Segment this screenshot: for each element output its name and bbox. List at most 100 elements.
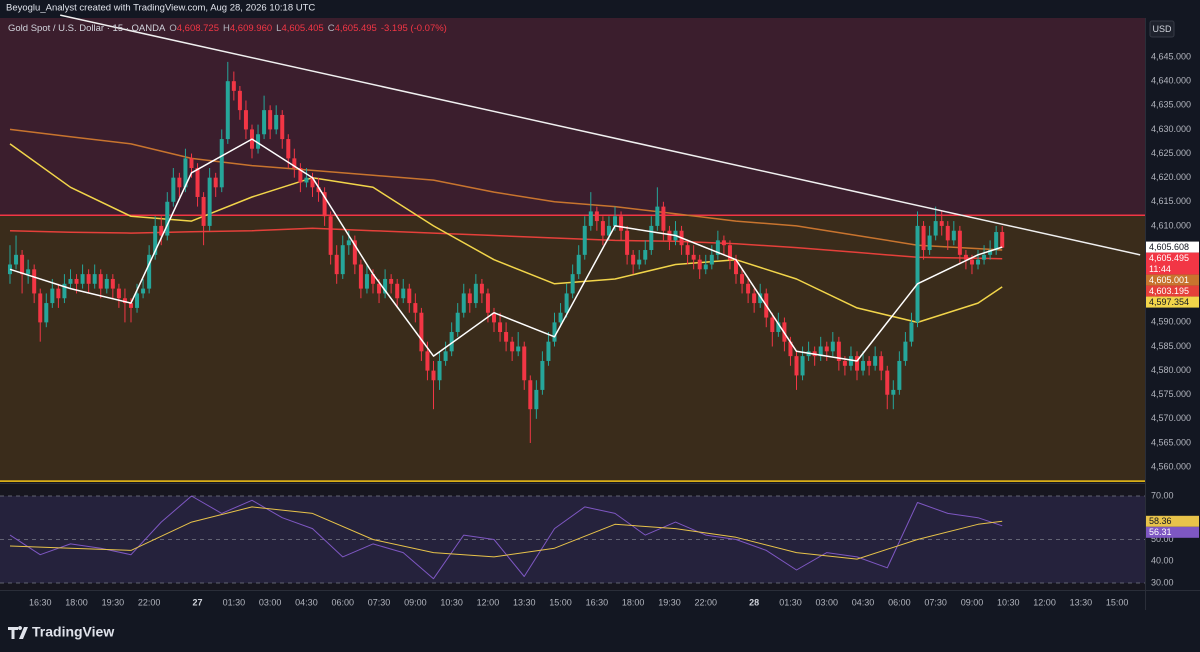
y-tick-label: 4,630.000: [1151, 124, 1191, 134]
candle-body: [231, 81, 236, 91]
attribution: Beyoglu_Analyst created with TradingView…: [6, 3, 315, 14]
candle-body: [540, 360, 545, 390]
y-tick-label: 4,565.000: [1151, 437, 1191, 447]
candle-body: [588, 211, 593, 226]
axis-value-label: 4,605.495: [1149, 253, 1189, 263]
candle-body: [280, 114, 285, 140]
candle-body: [358, 264, 363, 289]
candle-body: [921, 225, 926, 251]
candle-body: [842, 360, 847, 366]
y-tick-label: 70.00: [1151, 490, 1174, 500]
candle-body: [32, 269, 37, 294]
candle-body: [824, 346, 829, 352]
candle-body: [709, 254, 714, 265]
candle-body: [498, 322, 503, 333]
candle-body: [818, 346, 823, 357]
candle-body: [873, 356, 878, 366]
candle-body: [274, 114, 279, 130]
candle-body: [110, 278, 115, 289]
symbol-header: Gold Spot / U.S. Dollar · 15 · OANDA O4,6…: [8, 23, 447, 34]
candle-body: [491, 312, 496, 323]
candle-body: [655, 206, 660, 226]
x-tick-label: 07:30: [924, 597, 947, 607]
x-tick-label: 12:00: [1033, 597, 1056, 607]
y-tick-label: 4,580.000: [1151, 365, 1191, 375]
candle-body: [346, 240, 351, 246]
candle-body: [600, 221, 605, 236]
axis-value-box: [1146, 526, 1199, 538]
candle-body: [746, 283, 751, 294]
y-tick-label: 4,625.000: [1151, 148, 1191, 158]
candle-body: [667, 230, 672, 241]
axis-value-box: [1146, 252, 1199, 275]
candle-body: [328, 216, 333, 255]
candle-body: [56, 288, 61, 299]
y-tick-label: 40.00: [1151, 556, 1174, 566]
candle-body: [461, 293, 466, 313]
indicator-line: [9, 506, 1003, 560]
candle-body: [195, 168, 200, 197]
x-tick-label: 19:30: [102, 597, 125, 607]
x-tick-label: 01:30: [223, 597, 246, 607]
candle-body: [98, 274, 103, 289]
candle-body: [740, 274, 745, 284]
candle-body: [988, 250, 993, 255]
candle-body: [485, 293, 490, 313]
candle-body: [141, 288, 146, 294]
x-tick-label: 07:30: [368, 597, 391, 607]
candle-body: [637, 259, 642, 265]
candle-body: [389, 278, 394, 284]
candle-body: [455, 312, 460, 333]
candle-body: [395, 283, 400, 299]
candle-body: [994, 232, 999, 251]
axis-value-label: 11:44: [1149, 264, 1171, 274]
ohlc-legend: H: [223, 23, 230, 34]
candle-body: [788, 341, 793, 357]
candle-body: [933, 221, 938, 236]
candle-body: [322, 192, 327, 217]
candle-body: [159, 225, 164, 236]
candle-body: [570, 274, 575, 294]
candle-body: [243, 110, 248, 130]
ohlc-legend: O: [169, 23, 176, 34]
axis-value-box: [1146, 296, 1199, 308]
candle-body: [20, 254, 25, 275]
x-tick-label: 10:30: [997, 597, 1020, 607]
x-tick-label: 13:30: [513, 597, 536, 607]
candle-body: [891, 389, 896, 395]
ohlc-legend: 4,605.495: [335, 23, 377, 34]
candle-body: [377, 283, 382, 294]
y-tick-label: 4,590.000: [1151, 317, 1191, 327]
candle-body: [364, 274, 369, 289]
axis-value-box: [1146, 515, 1199, 527]
candle-body: [316, 187, 321, 193]
indicator-line: [9, 495, 1003, 580]
candle-body: [116, 288, 121, 299]
currency: USD: [1152, 24, 1172, 34]
candle-body: [401, 288, 406, 299]
candle-body: [606, 225, 611, 236]
x-tick-label: 27: [193, 597, 203, 607]
candle-body: [153, 225, 158, 255]
candle-body: [92, 274, 97, 284]
candle-body: [861, 360, 866, 371]
currency-box: [1149, 20, 1175, 38]
candle-body: [177, 177, 182, 188]
candle-body: [794, 356, 799, 376]
axis-value-label: 4,605.608: [1149, 242, 1189, 252]
logo-mark: [8, 626, 28, 639]
candle-body: [431, 370, 436, 381]
candle-body: [957, 230, 962, 255]
y-tick-label: 30.00: [1151, 577, 1174, 587]
candle-body: [927, 235, 932, 251]
candle-body: [207, 177, 212, 226]
candle-body: [443, 351, 448, 361]
x-tick-label: 06:00: [888, 597, 911, 607]
candle-body: [516, 346, 521, 352]
candle-body: [752, 293, 757, 304]
brand-logo: TradingView: [8, 624, 114, 640]
trend-line: [60, 14, 1141, 256]
candle-body: [939, 221, 944, 226]
candle-body: [256, 134, 261, 149]
candle-body: [758, 293, 763, 304]
